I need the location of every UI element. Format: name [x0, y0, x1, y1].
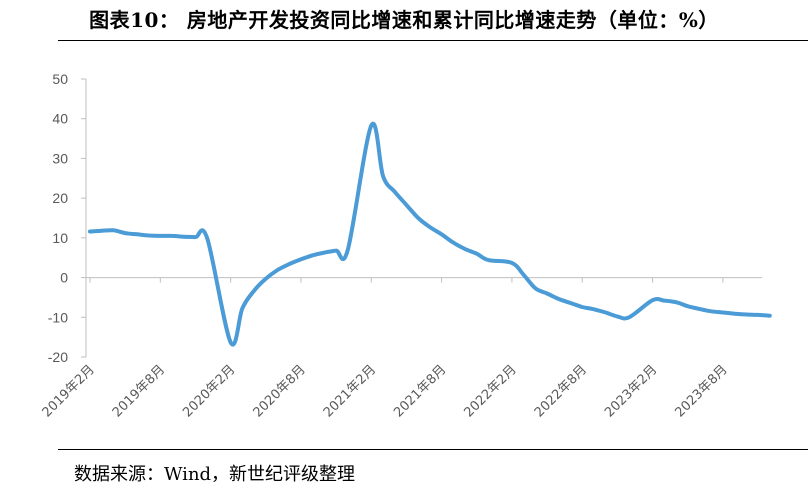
x-tick-label: 2021年8月	[391, 362, 449, 420]
x-tick-label: 2023年2月	[602, 362, 660, 420]
title-rule	[58, 40, 808, 41]
y-tick-label: 20	[52, 190, 68, 206]
x-tick-label: 2020年2月	[180, 362, 238, 420]
chart-title: 图表10： 房地产开发投资同比增速和累计同比增速走势（单位：%）	[89, 8, 719, 32]
x-tick-label: 2022年8月	[532, 362, 590, 420]
x-tick-label: 2022年2月	[462, 362, 520, 420]
x-tick-label: 2023年8月	[672, 362, 730, 420]
x-tick-label: 2020年8月	[251, 362, 309, 420]
source-note: 数据来源：Wind，新世纪评级整理	[74, 464, 356, 485]
x-tick-label: 2019年8月	[110, 362, 168, 420]
y-tick-label: 10	[52, 230, 68, 246]
x-tick-label: 2019年2月	[40, 362, 98, 420]
y-tick-label: -10	[48, 309, 68, 325]
y-tick-label: 40	[52, 111, 68, 127]
y-tick-label: 30	[52, 150, 68, 166]
y-tick-label: 50	[52, 71, 68, 87]
series-line	[88, 121, 772, 347]
y-tick-label: -20	[48, 349, 68, 365]
source-rule	[58, 449, 808, 450]
x-tick-label: 2021年2月	[321, 362, 379, 420]
y-tick-label: 0	[60, 270, 68, 286]
